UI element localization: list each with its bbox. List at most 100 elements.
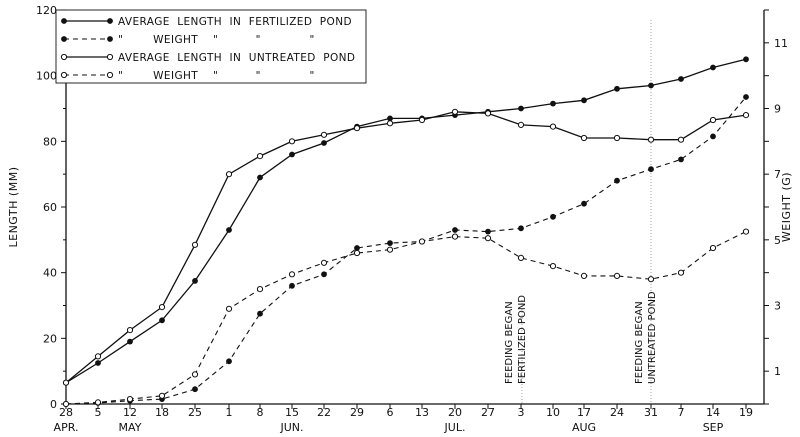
legend-marker-open	[60, 53, 68, 61]
left-axis-title: LENGTH (MM)	[7, 167, 20, 248]
data-point-len_fert	[95, 360, 101, 366]
data-point-wt_fert	[743, 94, 749, 100]
x-tick-label: 3	[518, 406, 525, 419]
data-point-len_untr	[549, 123, 557, 130]
data-point-wt_fert	[321, 271, 327, 278]
legend-row-length-untreated: AVERAGE LENGTH IN UNTREATED POND	[60, 52, 355, 64]
right-tick-label: 3	[774, 300, 781, 313]
legend-marker-filled	[61, 36, 67, 42]
x-axis-ticks: 28 5 12 18 25 1 8 15 22 29 6 13 20 27 3 10 17 24 31 7 14 19	[59, 404, 753, 419]
month-label: JUL.	[444, 421, 466, 434]
data-point-len_untr	[256, 153, 264, 160]
data-point-wt_fert	[452, 227, 458, 233]
series-line-len_fert	[65, 58, 747, 384]
data-point-wt_untr	[613, 272, 621, 279]
data-point-wt_untr	[742, 228, 750, 235]
data-point-wt_fert	[648, 166, 654, 173]
data-point-len_fert	[127, 338, 133, 345]
data-point-wt_fert	[485, 228, 491, 235]
legend-label-weight-fertilized: " WEIGHT " " "	[118, 34, 315, 46]
data-point-wt_fert	[387, 240, 393, 247]
data-point-wt_fert	[614, 177, 620, 184]
data-point-wt_fert	[354, 245, 360, 251]
data-point-len_fert	[387, 115, 393, 122]
data-point-wt_untr	[320, 259, 328, 266]
data-point-wt_untr	[709, 244, 717, 252]
right-tick-label: 7	[774, 168, 781, 181]
data-point-wt_untr	[580, 272, 588, 279]
data-point-len_untr	[709, 116, 717, 124]
data-point-wt_untr	[225, 305, 233, 312]
data-point-len_fert	[257, 174, 263, 181]
data-point-wt_untr	[256, 286, 264, 293]
data-point-wt_fert	[710, 133, 716, 140]
data-point-len_untr	[158, 304, 166, 311]
data-point-wt_fert	[226, 358, 232, 365]
x-tick-label: 19	[739, 406, 753, 419]
x-tick-label: 13	[415, 406, 429, 419]
month-label: MAY	[119, 421, 142, 434]
feeding-annotations: FEEDING BEGAN FERTILIZED POND FEEDING BE…	[504, 20, 658, 404]
x-tick-label: 10	[546, 406, 560, 419]
data-point-wt_untr	[288, 271, 296, 278]
data-point-len_untr	[418, 116, 426, 124]
data-point-len_untr	[613, 134, 621, 142]
data-point-len_untr	[126, 327, 134, 334]
left-tick-label: 100	[36, 70, 57, 83]
data-point-wt_untr	[62, 400, 70, 408]
x-tick-label: 31	[644, 406, 658, 419]
legend-marker-open	[106, 71, 114, 79]
data-point-len_untr	[225, 171, 233, 178]
data-point-wt_untr	[451, 233, 459, 240]
left-tick-label: 80	[43, 135, 57, 148]
x-tick-label: 17	[577, 406, 591, 419]
x-tick-label: 20	[448, 406, 462, 419]
annotation-untreated-line2: UNTREATED POND	[647, 291, 658, 384]
x-tick-label: 14	[706, 406, 720, 419]
data-point-wt_fert	[550, 213, 556, 220]
right-axis-ticks: 1 3 5 7 9 11	[764, 9, 788, 405]
data-point-len_untr	[320, 131, 328, 138]
data-point-len_untr	[484, 110, 492, 117]
month-label: SEP	[703, 421, 724, 434]
x-tick-label: 22	[317, 406, 331, 419]
data-point-wt_untr	[677, 269, 685, 276]
data-point-len_fert	[743, 56, 749, 63]
legend-row-length-fertilized: AVERAGE LENGTH IN FERTILIZED POND	[61, 16, 352, 28]
data-point-wt_fert	[581, 200, 587, 207]
data-point-len_untr	[742, 112, 750, 119]
legend-marker-filled	[107, 18, 113, 24]
data-point-wt_untr	[549, 263, 557, 270]
data-point-len_untr	[647, 136, 655, 143]
legend-row-weight-untreated: " WEIGHT " " "	[60, 70, 315, 82]
x-tick-label: 25	[188, 406, 202, 419]
x-tick-label: 5	[95, 406, 102, 419]
x-tick-label: 29	[350, 406, 364, 419]
data-point-len_fert	[614, 85, 620, 92]
data-point-wt_untr	[191, 371, 199, 378]
month-label: APR.	[54, 421, 79, 434]
data-point-wt_untr	[126, 396, 134, 403]
x-tick-label: 1	[226, 406, 233, 419]
right-tick-label: 5	[774, 234, 781, 247]
legend: AVERAGE LENGTH IN FERTILIZED POND " WEIG…	[55, 9, 367, 84]
data-point-len_untr	[517, 121, 525, 129]
legend-label-weight-untreated: " WEIGHT " " "	[118, 70, 315, 82]
data-point-wt_untr	[517, 254, 525, 261]
data-point-len_fert	[550, 100, 556, 107]
legend-marker-filled	[61, 18, 67, 24]
data-point-len_fert	[648, 82, 654, 89]
left-axis-ticks: 0 20 40 60 80 100 120	[36, 4, 66, 411]
annotation-fertilized-line1: FEEDING BEGAN	[504, 301, 515, 384]
data-point-wt_untr	[158, 392, 166, 399]
data-point-len_untr	[288, 138, 296, 145]
series-line-wt_fert	[65, 96, 747, 405]
data-point-len_untr	[580, 134, 588, 142]
left-tick-label: 120	[36, 4, 57, 17]
data-point-wt_fert	[257, 310, 263, 317]
data-point-len_fert	[518, 105, 524, 112]
left-tick-label: 40	[43, 267, 57, 280]
data-point-len_untr	[353, 125, 361, 132]
series-group	[62, 56, 750, 408]
